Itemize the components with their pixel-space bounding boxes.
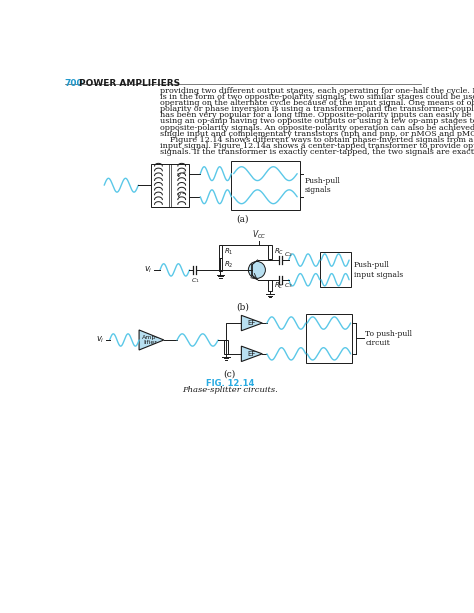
Polygon shape bbox=[139, 330, 164, 350]
Text: $v_i$: $v_i$ bbox=[144, 265, 152, 275]
Text: $C_3$: $C_3$ bbox=[284, 281, 293, 290]
Text: $V_{CC}$: $V_{CC}$ bbox=[252, 228, 266, 241]
Bar bbox=[319, 253, 351, 287]
Bar bbox=[268, 280, 272, 291]
Text: $C_2$: $C_2$ bbox=[284, 249, 293, 259]
Circle shape bbox=[248, 261, 265, 278]
Bar bbox=[219, 258, 222, 272]
Bar bbox=[231, 161, 300, 210]
Text: using an op-amp having two opposite outputs or using a few op-amp stages to obta: using an op-amp having two opposite outp… bbox=[160, 118, 474, 126]
Text: operating on the alternate cycle because of the input signal. One means of obtai: operating on the alternate cycle because… bbox=[160, 99, 474, 107]
Text: is in the form of two opposite-polarity signals, two similar stages could be use: is in the form of two opposite-polarity … bbox=[160, 93, 474, 101]
Text: input signal. Figure 12.14a shows a center-tapped transformer to provide opposit: input signal. Figure 12.14a shows a cent… bbox=[160, 142, 474, 150]
Text: $R_C$: $R_C$ bbox=[274, 247, 284, 257]
Text: Amp-
lifier: Amp- lifier bbox=[142, 335, 158, 345]
Text: providing two different output stages, each operating for one-half the cycle. If: providing two different output stages, e… bbox=[160, 86, 474, 94]
Polygon shape bbox=[241, 315, 262, 331]
Text: polarity or phase inversion is using a transformer, and the transformer-coupled : polarity or phase inversion is using a t… bbox=[160, 105, 474, 113]
Text: 700: 700 bbox=[64, 79, 83, 88]
Bar bbox=[224, 340, 228, 354]
Bar bbox=[219, 245, 222, 258]
Text: $v_i$: $v_i$ bbox=[96, 335, 104, 345]
Bar bbox=[151, 164, 190, 207]
Text: EF: EF bbox=[247, 351, 256, 357]
Bar bbox=[306, 314, 352, 363]
Text: POWER AMPLIFIERS: POWER AMPLIFIERS bbox=[80, 79, 181, 88]
Bar bbox=[268, 245, 272, 259]
Text: opposite-polarity signals. An opposite-polarity operation can also be achieved u: opposite-polarity signals. An opposite-p… bbox=[160, 124, 474, 132]
Text: $v^-$: $v^-$ bbox=[176, 191, 187, 200]
Text: Figure 12.14 shows different ways to obtain phase-inverted signals from a single: Figure 12.14 shows different ways to obt… bbox=[160, 136, 474, 144]
Polygon shape bbox=[241, 346, 262, 362]
Text: $C_1$: $C_1$ bbox=[191, 276, 199, 285]
Text: EF: EF bbox=[247, 320, 256, 326]
Text: $R_1$: $R_1$ bbox=[224, 246, 234, 257]
Text: (a): (a) bbox=[237, 215, 249, 224]
Text: $R_2$: $R_2$ bbox=[224, 260, 234, 270]
Text: Phase-splitter circuits.: Phase-splitter circuits. bbox=[182, 386, 278, 394]
Text: has been very popular for a long time. Opposite-polarity inputs can easily be ob: has been very popular for a long time. O… bbox=[160, 112, 474, 120]
Text: single input and complementary transistors (npn and pnp, or nMOS and pMOS).: single input and complementary transisto… bbox=[160, 130, 474, 138]
Text: Push-pull
signals: Push-pull signals bbox=[305, 177, 341, 194]
Text: To push-pull
circuit: To push-pull circuit bbox=[365, 330, 412, 347]
Text: Push-pull
input signals: Push-pull input signals bbox=[354, 261, 403, 278]
Text: FIG. 12.14: FIG. 12.14 bbox=[206, 379, 254, 388]
Text: (b): (b) bbox=[237, 303, 249, 312]
Text: $v^+$: $v^+$ bbox=[176, 169, 187, 180]
Text: (c): (c) bbox=[224, 369, 236, 378]
Text: signals. If the transformer is exactly center-tapped, the two signals are exactl: signals. If the transformer is exactly c… bbox=[160, 148, 474, 156]
Text: $R_E$: $R_E$ bbox=[274, 280, 284, 291]
